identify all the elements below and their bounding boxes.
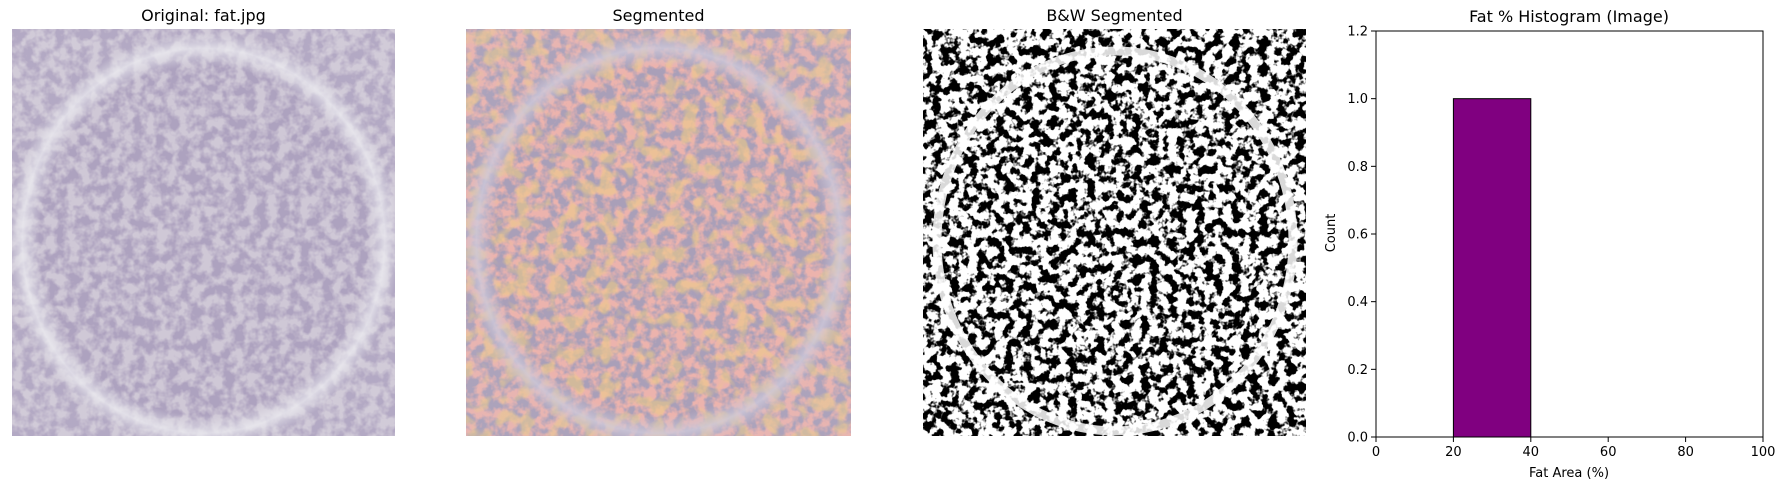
original-histology-image — [12, 29, 395, 436]
x-tick-label-80: 80 — [1677, 445, 1694, 460]
original-image-title: Original: fat.jpg — [12, 6, 395, 25]
plot-frame — [1376, 31, 1763, 437]
y-tick-label-0: 0.0 — [1347, 431, 1368, 446]
y-axis-label: Count — [1324, 214, 1339, 253]
x-axis-label: Fat Area (%) — [1529, 466, 1609, 481]
segmented-image-title: Segmented — [466, 6, 851, 25]
bw-segmented-image — [923, 29, 1306, 436]
x-tick-label-20: 20 — [1445, 445, 1462, 460]
x-tick-label-100: 100 — [1751, 445, 1776, 460]
y-tick-label-0.6: 0.6 — [1347, 228, 1368, 243]
y-tick-label-0.2: 0.2 — [1347, 363, 1368, 378]
y-tick-label-1.2: 1.2 — [1347, 25, 1368, 40]
histogram-title: Fat % Histogram (Image) — [1469, 7, 1669, 26]
fat-histogram-chart: Fat % Histogram (Image) 0 20 40 60 80 100 0.0 0… — [1300, 0, 1787, 490]
x-tick-label-0: 0 — [1372, 445, 1380, 460]
y-tick-label-1: 1.0 — [1347, 92, 1368, 107]
x-tick-label-60: 60 — [1600, 445, 1617, 460]
x-tick-label-40: 40 — [1523, 445, 1540, 460]
y-tick-label-0.8: 0.8 — [1347, 160, 1368, 175]
y-tick-label-0.4: 0.4 — [1347, 295, 1368, 310]
segmented-overlay-image — [466, 29, 851, 436]
bw-segmented-image-title: B&W Segmented — [923, 6, 1306, 25]
histogram-bar-0 — [1453, 99, 1530, 437]
